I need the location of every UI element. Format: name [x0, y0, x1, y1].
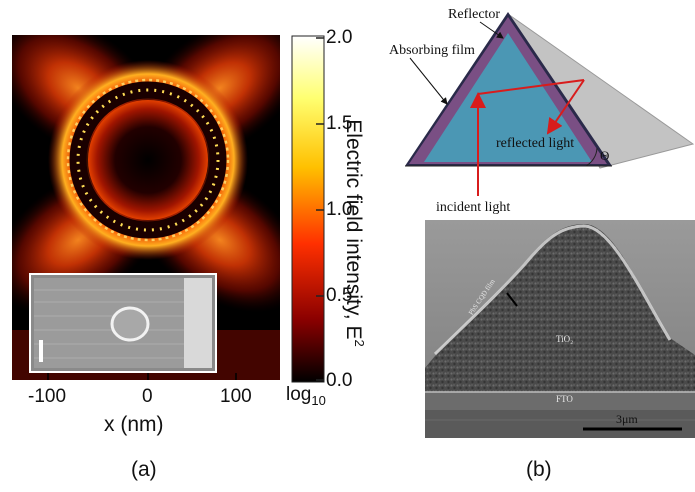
colorbar-label-exponent: 2 — [352, 339, 367, 347]
incident-light-label: incident light — [436, 200, 511, 215]
x-axis-label: x (nm) — [104, 413, 164, 436]
field-map — [12, 35, 280, 380]
log-label: log — [286, 384, 312, 405]
sem-thickness-marker — [506, 292, 518, 307]
log-base: 10 — [311, 392, 326, 408]
sem-fto-label: FTO — [556, 394, 573, 404]
ring-outer-edge — [66, 78, 230, 242]
colorbar-tick-label: 2.0 — [326, 27, 353, 48]
x-tick-label: 0 — [142, 386, 153, 407]
inset-scale-bar — [39, 340, 43, 362]
colorbar-tick-label: 0.0 — [326, 370, 353, 391]
light-ray — [477, 79, 585, 95]
reflected-light-label: reflected light — [496, 136, 575, 151]
absorbing-film-label: Absorbing film — [389, 43, 475, 58]
colorbar — [291, 35, 325, 383]
ring-shell-dots — [76, 88, 220, 232]
reflector-label: Reflector — [448, 7, 501, 22]
sem-scale-label: 3μm — [616, 412, 638, 426]
reflector-leader — [479, 21, 504, 39]
core-field — [88, 100, 208, 220]
film-leader — [409, 57, 448, 105]
inset-sem-image — [29, 273, 217, 373]
angle-label: Θ — [600, 148, 610, 163]
sem-cross-section — [425, 220, 695, 438]
colorbar-tick-label: 1.5 — [326, 113, 353, 134]
panel-b-caption: (b) — [526, 458, 552, 481]
panel-a-caption: (a) — [131, 458, 157, 481]
reflected-arrow — [546, 79, 585, 135]
x-tick-label: 100 — [220, 386, 252, 407]
sem-fto-layer — [425, 392, 695, 410]
sem-substrate — [425, 410, 695, 438]
colorbar-scale-label: log10 — [286, 384, 326, 408]
colorbar-label-text: Electric field intensity, E — [342, 119, 365, 340]
inset-nanoparticle — [110, 306, 150, 342]
x-axis-ticks — [47, 373, 237, 380]
sem-tio2-label: TiO₂ — [556, 334, 574, 344]
angle-arc — [585, 147, 598, 167]
x-tick-label: -100 — [28, 386, 67, 407]
sem-film-edge — [433, 224, 672, 356]
colorbar-tick-label: 0.5 — [326, 285, 353, 306]
prism-schematic — [405, 12, 695, 196]
colorbar-label: Electric field intensity, E2 — [337, 83, 367, 383]
colorbar-tick-label: 1.0 — [326, 199, 353, 220]
